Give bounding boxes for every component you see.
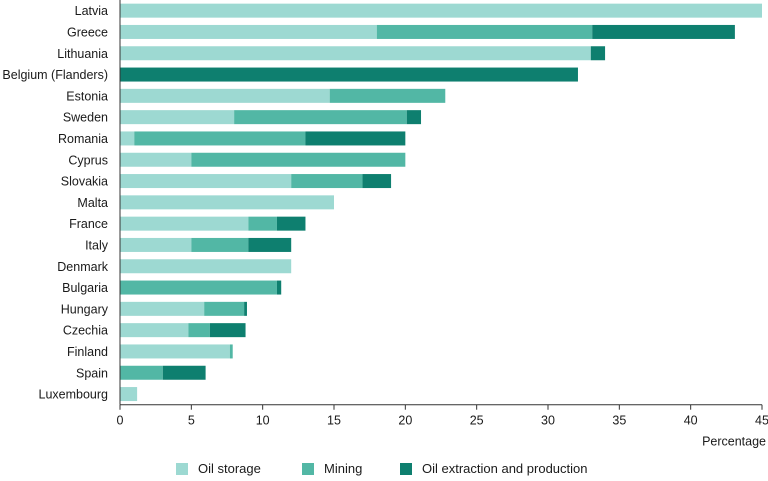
category-label-malta: Malta: [77, 196, 108, 210]
bar-bulgaria-series-3: [276, 280, 282, 295]
bar-denmark-series-1: [120, 259, 292, 274]
x-tick-label-15: 15: [327, 414, 341, 428]
bar-slovakia-series-3: [362, 174, 392, 189]
bar-romania-series-2: [134, 131, 306, 146]
bar-romania-series-1: [120, 131, 135, 146]
category-label-luxembourg: Luxembourg: [39, 388, 109, 402]
bar-estonia-series-1: [120, 88, 330, 103]
x-tick-label-10: 10: [256, 414, 270, 428]
bar-france-series-3: [276, 216, 306, 231]
x-tick-label-0: 0: [117, 414, 124, 428]
bar-estonia-series-2: [329, 88, 446, 103]
bar-bulgaria-series-2: [120, 280, 277, 295]
legend-swatch-1: [176, 463, 188, 475]
legend-label-1: Oil storage: [198, 461, 261, 476]
category-label-spain: Spain: [76, 366, 108, 380]
legend-swatch-3: [400, 463, 412, 475]
category-label-lithuania: Lithuania: [57, 47, 108, 61]
x-tick-label-40: 40: [684, 414, 698, 428]
bar-italy-series-3: [248, 237, 292, 252]
bar-greece-series-2: [376, 24, 593, 39]
bar-latvia-series-1: [120, 3, 762, 18]
bar-slovakia-series-1: [120, 174, 292, 189]
category-label-romania: Romania: [58, 132, 108, 146]
x-tick-label-45: 45: [755, 414, 768, 428]
category-label-estonia: Estonia: [66, 89, 108, 103]
bar-cyprus-series-1: [120, 152, 192, 167]
legend-label-2: Mining: [324, 461, 362, 476]
category-label-greece: Greece: [67, 25, 108, 39]
x-axis-title: Percentage: [702, 435, 766, 449]
legend-swatch-2: [302, 463, 314, 475]
category-label-hungary: Hungary: [61, 302, 109, 316]
category-label-bulgaria: Bulgaria: [62, 281, 108, 295]
bar-france-series-1: [120, 216, 249, 231]
bar-cyprus-series-2: [191, 152, 406, 167]
bar-spain-series-2: [120, 365, 163, 380]
legend-label-3: Oil extraction and production: [422, 461, 587, 476]
bar-czechia-series-3: [209, 323, 246, 338]
bar-lithuania-series-3: [590, 46, 606, 61]
x-tick-label-20: 20: [398, 414, 412, 428]
x-tick-label-25: 25: [470, 414, 484, 428]
x-tick-label-30: 30: [541, 414, 555, 428]
bar-france-series-2: [248, 216, 277, 231]
bars-layer: [120, 3, 762, 402]
bar-sweden-series-3: [406, 110, 422, 125]
x-tick-label-35: 35: [612, 414, 626, 428]
legend: Oil storage Mining Oil extraction and prod…: [176, 461, 587, 476]
category-label-cyprus: Cyprus: [68, 153, 108, 167]
bar-italy-series-2: [191, 237, 249, 252]
bar-hungary-series-3: [244, 301, 247, 316]
bar-czechia-series-1: [120, 323, 189, 338]
x-tick-label-5: 5: [188, 414, 195, 428]
bar-hungary-series-1: [120, 301, 205, 316]
category-label-finland: Finland: [67, 345, 108, 359]
bar-romania-series-3: [305, 131, 406, 146]
bar-greece-series-1: [120, 24, 377, 39]
bar-sweden-series-2: [234, 110, 407, 125]
bar-belgium-flanders-series-3: [120, 67, 578, 82]
category-label-slovakia: Slovakia: [61, 175, 108, 189]
bar-spain-series-3: [162, 365, 206, 380]
bar-greece-series-3: [592, 24, 735, 39]
category-label-france: France: [69, 217, 108, 231]
category-labels: Latvia Greece Lithuania Belgium (Flanders) E…: [2, 4, 108, 401]
bar-slovakia-series-2: [291, 174, 363, 189]
category-label-belgium-flanders: Belgium (Flanders): [2, 68, 108, 82]
bar-malta-series-1: [120, 195, 334, 210]
bar-finland-series-2: [229, 344, 233, 359]
category-label-latvia: Latvia: [75, 4, 108, 18]
x-ticks: 0 5 10 15 20 25 30 35 40 45: [117, 404, 768, 428]
bar-italy-series-1: [120, 237, 192, 252]
category-label-czechia: Czechia: [63, 324, 108, 338]
bar-finland-series-1: [120, 344, 230, 359]
bar-lithuania-series-1: [120, 46, 591, 61]
bar-luxembourg-series-1: [120, 387, 138, 402]
bar-czechia-series-2: [188, 323, 210, 338]
bar-hungary-series-2: [204, 301, 245, 316]
category-label-sweden: Sweden: [63, 111, 108, 125]
x-axis: [119, 0, 762, 406]
bar-sweden-series-1: [120, 110, 235, 125]
category-label-denmark: Denmark: [57, 260, 108, 274]
category-label-italy: Italy: [85, 238, 109, 252]
